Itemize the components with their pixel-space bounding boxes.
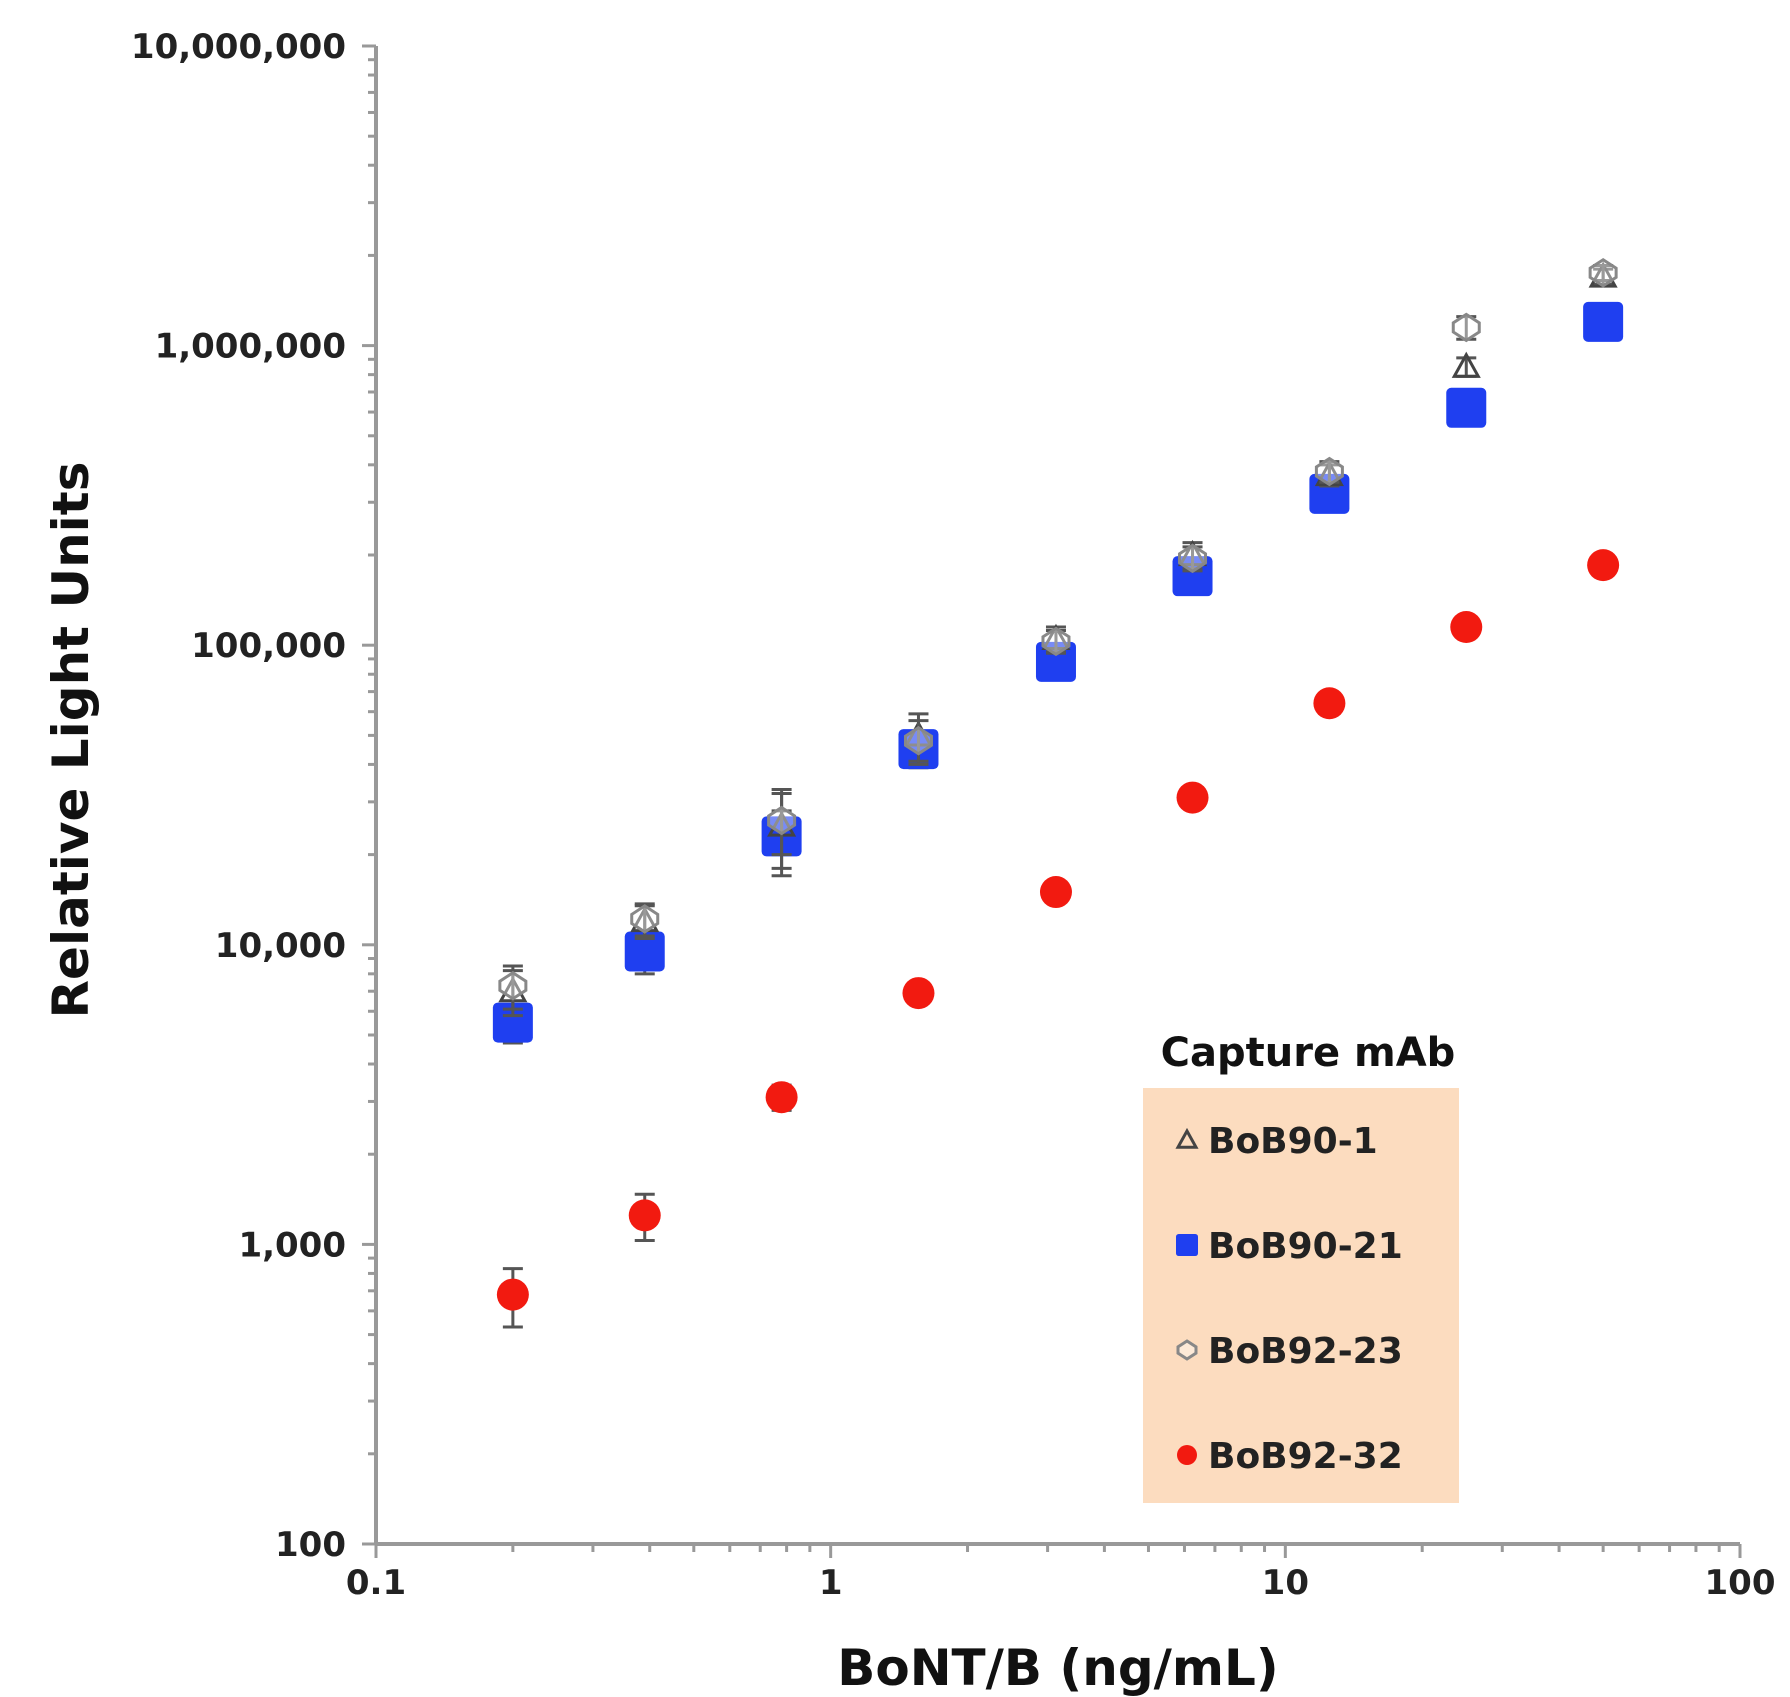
x-tick-label: 10 — [1262, 1563, 1309, 1603]
data-point — [1178, 543, 1208, 574]
data-point — [1450, 611, 1483, 644]
legend-label: BoB90-1 — [1208, 1121, 1378, 1162]
data-point — [767, 805, 797, 836]
legend-title: Capture mAb — [1161, 1030, 1456, 1076]
legend-marker — [1176, 1234, 1198, 1256]
y-tick-label: 100,000 — [191, 626, 346, 666]
data-point — [1313, 687, 1346, 720]
data-point — [1314, 456, 1344, 487]
x-tick-label: 0.1 — [346, 1563, 406, 1603]
data-point — [1176, 781, 1209, 814]
y-tick-label: 10,000,000 — [131, 27, 346, 67]
legend-label: BoB92-23 — [1208, 1331, 1403, 1372]
y-tick-label: 100 — [275, 1525, 346, 1565]
axes — [374, 46, 1740, 1546]
x-tick-label: 1 — [819, 1563, 843, 1603]
data-point — [1041, 626, 1071, 657]
data-point — [1451, 312, 1481, 343]
plot-area — [492, 257, 1624, 1329]
y-tick-label: 1,000,000 — [155, 327, 346, 367]
data-point — [492, 1002, 533, 1043]
y-tick-label: 1,000 — [238, 1225, 346, 1265]
data-point — [628, 1199, 661, 1232]
data-point — [498, 970, 528, 1001]
y-tick-label: 10,000 — [215, 926, 346, 966]
data-point — [1588, 257, 1618, 288]
data-point — [1446, 387, 1487, 428]
data-point — [630, 904, 660, 934]
legend-marker — [1177, 1445, 1197, 1465]
data-point — [1587, 549, 1620, 582]
data-point — [1039, 876, 1072, 909]
x-tick-label: 100 — [1705, 1563, 1776, 1603]
data-point — [1583, 301, 1624, 342]
data-point — [1451, 351, 1481, 378]
series-BoB92-23 — [498, 257, 1618, 1011]
legend-marker — [1176, 1339, 1198, 1361]
legend-items: BoB90-1 BoB90-21 BoB92-23 BoB92-32 — [1175, 1121, 1403, 1477]
legend-marker — [1175, 1127, 1199, 1149]
tick-labels: 100 1,000 10,000 100,000 1,000,000 10,000,000… — [131, 27, 1776, 1603]
series-BoB92-32 — [496, 549, 1620, 1329]
x-axis-title: BoNT/B (ng/mL) — [837, 1639, 1279, 1697]
minor-ticks — [362, 44, 1742, 1558]
legend: Capture mAb BoB90-1 BoB90-21 BoB92-23 BoB92… — [1143, 1030, 1459, 1503]
legend-box — [1143, 1088, 1459, 1503]
data-point — [765, 1081, 798, 1114]
data-point — [902, 977, 935, 1010]
data-point — [624, 931, 665, 972]
legend-label: BoB90-21 — [1208, 1226, 1403, 1267]
data-point — [496, 1278, 529, 1311]
legend-label: BoB92-32 — [1208, 1436, 1403, 1477]
series-BoB90-21 — [492, 301, 1624, 1045]
data-point — [903, 725, 933, 756]
y-axis-title: Relative Light Units — [42, 462, 100, 1019]
